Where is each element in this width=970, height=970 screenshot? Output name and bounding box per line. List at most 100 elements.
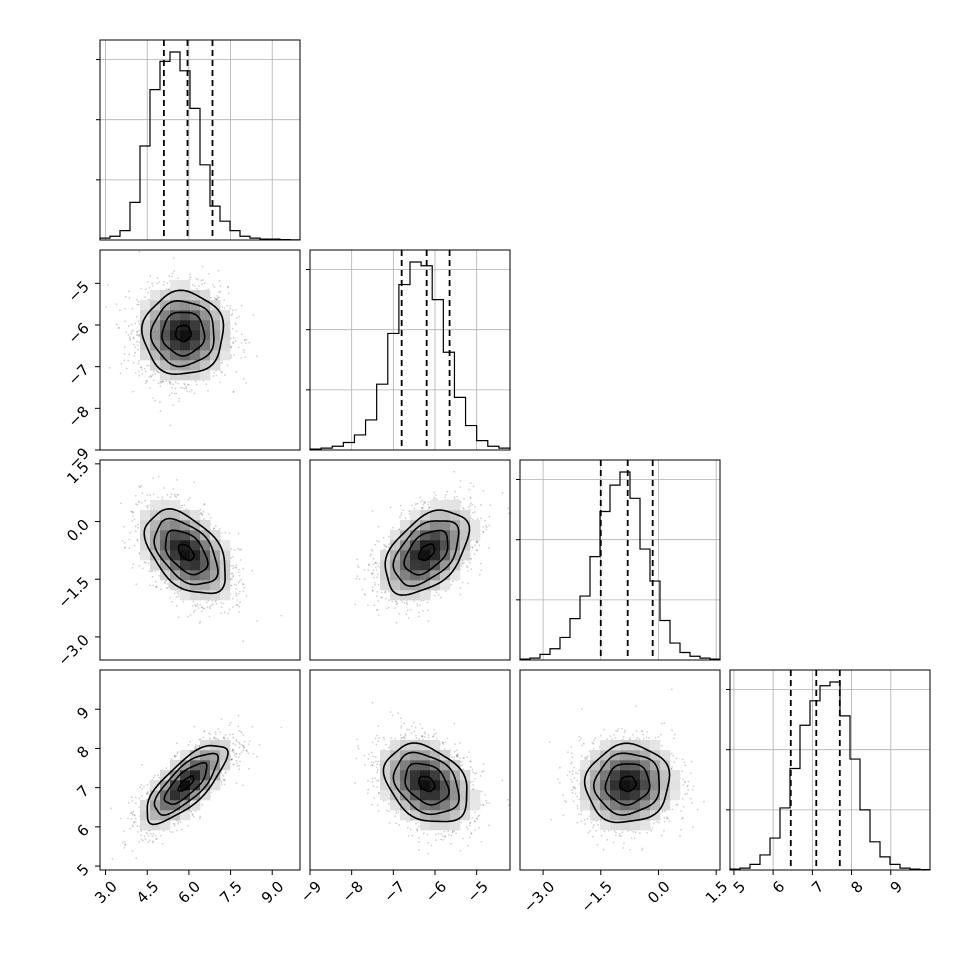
density-cell <box>190 550 201 561</box>
sample-point <box>140 287 143 290</box>
sample-point <box>194 609 196 612</box>
sample-point <box>175 392 178 395</box>
sample-point <box>228 608 231 611</box>
sample-point <box>148 376 151 378</box>
density-cell <box>160 290 171 301</box>
sample-point <box>242 567 245 570</box>
sample-point <box>232 597 234 600</box>
sample-point <box>159 410 162 412</box>
sample-point <box>132 336 135 339</box>
sample-point <box>132 361 135 364</box>
sample-point <box>195 277 198 280</box>
sample-point <box>137 500 140 503</box>
sample-point <box>466 566 469 569</box>
density-cell <box>170 540 181 551</box>
histogram-bars <box>99 51 301 241</box>
density-cell <box>170 510 181 521</box>
sample-point <box>156 282 159 285</box>
sample-point <box>137 320 140 323</box>
sample-point <box>419 496 421 499</box>
sample-point <box>156 277 159 280</box>
sample-point <box>230 557 233 559</box>
sample-point <box>238 592 240 595</box>
sample-point <box>371 573 373 575</box>
sample-point <box>220 371 223 373</box>
sample-point <box>135 503 137 506</box>
sample-point <box>232 575 235 577</box>
sample-point <box>234 566 237 569</box>
density-contour <box>149 299 215 368</box>
density-cell <box>180 590 191 601</box>
sample-point <box>229 346 232 349</box>
density-cell <box>140 550 151 561</box>
sample-point <box>129 339 132 341</box>
sample-point <box>223 299 226 301</box>
scatter-density-panel <box>99 249 301 451</box>
density-cell <box>150 360 161 371</box>
sample-point <box>403 602 406 604</box>
sample-point <box>421 499 424 501</box>
sample-point <box>136 539 139 542</box>
sample-point <box>206 606 209 609</box>
sample-point <box>157 575 160 577</box>
sample-point <box>120 363 123 365</box>
sample-point <box>474 511 476 513</box>
sample-point <box>105 306 107 308</box>
sample-point <box>244 342 247 344</box>
density-cell <box>200 360 211 371</box>
sample-point <box>193 611 195 613</box>
density-cell <box>180 310 191 321</box>
scatter-density-panel <box>309 459 511 661</box>
histogram-panel <box>726 669 931 871</box>
sample-point <box>210 296 213 299</box>
sample-point <box>149 584 152 587</box>
sample-point <box>149 374 152 377</box>
sample-point <box>172 383 175 386</box>
sample-point <box>236 604 238 607</box>
sample-point <box>158 371 161 374</box>
sample-point <box>200 606 203 609</box>
sample-point <box>123 541 126 544</box>
density-cell <box>190 530 201 541</box>
sample-point <box>377 614 380 616</box>
density-cell <box>190 330 201 341</box>
density-cell <box>180 290 191 301</box>
sample-point <box>194 380 197 383</box>
density-cell <box>190 370 201 381</box>
density-cell <box>210 560 221 571</box>
density-cell <box>200 520 211 531</box>
sample-point <box>202 279 205 281</box>
sample-point <box>238 580 241 582</box>
sample-point <box>374 562 377 564</box>
sample-point <box>138 565 141 567</box>
sample-point <box>138 485 141 488</box>
sample-point <box>125 331 128 334</box>
density-cell <box>210 330 221 341</box>
sample-point <box>232 576 235 578</box>
sample-point <box>128 353 131 356</box>
sample-point <box>235 370 238 373</box>
density-cell <box>210 310 221 321</box>
sample-point <box>152 379 155 382</box>
sample-point <box>202 510 205 513</box>
sample-point <box>165 380 168 382</box>
sample-point <box>137 362 140 365</box>
sample-point <box>189 614 192 616</box>
sample-point <box>213 297 216 299</box>
sample-point <box>232 564 235 567</box>
sample-point <box>138 250 141 253</box>
sample-point <box>134 525 137 528</box>
density-cell <box>210 360 221 371</box>
sample-point <box>128 547 131 550</box>
sample-point <box>147 364 150 367</box>
sample-point <box>218 279 221 282</box>
sample-point <box>139 486 141 489</box>
sample-point <box>242 378 245 380</box>
density-cell <box>160 370 171 381</box>
sample-point <box>127 290 130 293</box>
sample-point <box>363 578 366 580</box>
sample-point <box>177 493 180 496</box>
sample-point <box>203 282 206 284</box>
density-cell <box>200 540 211 551</box>
sample-point <box>191 284 194 286</box>
